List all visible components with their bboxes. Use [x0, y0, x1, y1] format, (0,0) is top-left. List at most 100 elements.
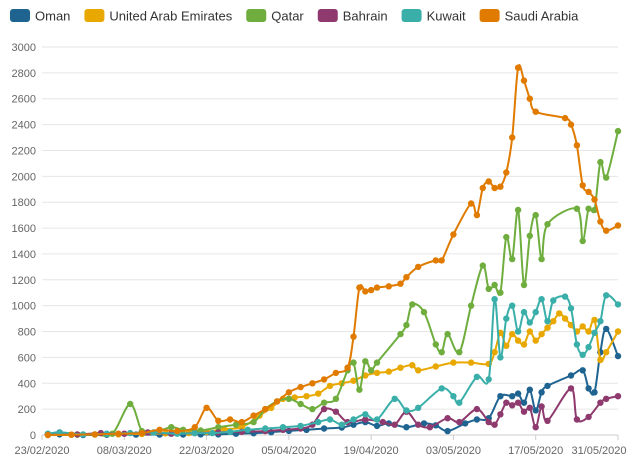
data-point[interactable] [503, 169, 510, 176]
data-point[interactable] [362, 288, 369, 295]
data-point[interactable] [526, 404, 533, 411]
data-point[interactable] [585, 343, 592, 351]
data-point[interactable] [138, 429, 146, 437]
data-point[interactable] [297, 383, 304, 391]
data-point[interactable] [456, 418, 463, 426]
data-point[interactable] [403, 321, 410, 329]
data-point[interactable] [603, 325, 610, 333]
data-point[interactable] [373, 422, 381, 430]
data-point[interactable] [591, 389, 598, 396]
data-point[interactable] [514, 399, 522, 406]
data-point[interactable] [579, 323, 586, 330]
data-point[interactable] [479, 262, 486, 269]
data-point[interactable] [262, 425, 269, 432]
data-point[interactable] [320, 425, 328, 432]
data-point[interactable] [403, 274, 410, 281]
data-point[interactable] [514, 337, 522, 344]
data-point[interactable] [279, 424, 287, 431]
data-point[interactable] [503, 342, 510, 349]
data-point[interactable] [550, 318, 557, 325]
data-point[interactable] [503, 399, 510, 406]
data-point[interactable] [579, 367, 586, 374]
data-point[interactable] [491, 349, 498, 356]
data-point[interactable] [391, 395, 398, 402]
data-point[interactable] [467, 359, 475, 366]
data-point[interactable] [320, 399, 328, 406]
data-point[interactable] [174, 427, 181, 435]
data-point[interactable] [514, 64, 522, 71]
data-point[interactable] [532, 308, 539, 316]
data-point[interactable] [573, 205, 581, 212]
data-point[interactable] [485, 178, 492, 185]
data-point[interactable] [356, 284, 363, 291]
data-point[interactable] [397, 330, 404, 338]
data-point[interactable] [309, 405, 316, 413]
data-point[interactable] [597, 318, 604, 325]
data-point[interactable] [520, 308, 528, 316]
data-point[interactable] [561, 114, 569, 122]
data-point[interactable] [444, 427, 451, 435]
data-point[interactable] [203, 404, 210, 411]
data-point[interactable] [520, 399, 528, 406]
data-point[interactable] [603, 227, 610, 234]
data-point[interactable] [497, 411, 504, 418]
data-point[interactable] [573, 341, 581, 348]
legend-item-kuwait[interactable]: Kuwait [401, 9, 466, 24]
data-point[interactable] [491, 184, 498, 192]
data-point[interactable] [332, 408, 340, 415]
data-point[interactable] [373, 369, 381, 377]
data-point[interactable] [409, 362, 416, 369]
data-point[interactable] [415, 404, 422, 411]
data-point[interactable] [456, 399, 463, 406]
data-point[interactable] [191, 424, 198, 431]
data-point[interactable] [209, 429, 216, 437]
data-point[interactable] [385, 368, 392, 375]
data-point[interactable] [91, 431, 99, 438]
data-point[interactable] [297, 422, 304, 430]
data-point[interactable] [450, 231, 457, 238]
data-point[interactable] [538, 389, 545, 396]
data-point[interactable] [450, 359, 457, 366]
data-point[interactable] [526, 232, 533, 239]
data-point[interactable] [68, 431, 75, 438]
data-point[interactable] [403, 424, 410, 431]
data-point[interactable] [573, 416, 581, 423]
data-point[interactable] [603, 395, 610, 402]
data-point[interactable] [415, 367, 422, 374]
legend-item-qatar[interactable]: Qatar [246, 9, 304, 24]
data-point[interactable] [344, 364, 351, 371]
data-point[interactable] [373, 416, 381, 423]
data-point[interactable] [497, 393, 504, 400]
data-point[interactable] [585, 328, 592, 335]
data-point[interactable] [520, 341, 528, 348]
data-point[interactable] [509, 302, 516, 309]
data-point[interactable] [614, 127, 622, 135]
data-point[interactable] [526, 319, 533, 326]
data-point[interactable] [332, 369, 340, 377]
data-point[interactable] [532, 407, 539, 414]
data-point[interactable] [514, 206, 522, 214]
data-point[interactable] [320, 376, 328, 383]
data-point[interactable] [567, 121, 575, 128]
data-point[interactable] [491, 281, 498, 289]
data-point[interactable] [438, 385, 445, 392]
data-point[interactable] [579, 182, 586, 189]
data-point[interactable] [591, 196, 598, 203]
data-point[interactable] [614, 222, 622, 229]
data-point[interactable] [614, 393, 622, 400]
data-point[interactable] [262, 405, 269, 413]
data-point[interactable] [473, 211, 481, 219]
data-point[interactable] [526, 95, 533, 102]
data-point[interactable] [432, 363, 439, 370]
data-point[interactable] [397, 280, 404, 287]
data-point[interactable] [485, 418, 492, 426]
data-point[interactable] [597, 218, 604, 225]
data-point[interactable] [579, 237, 586, 245]
data-point[interactable] [285, 389, 293, 396]
data-point[interactable] [520, 77, 528, 84]
data-point[interactable] [473, 416, 481, 423]
data-point[interactable] [514, 328, 522, 335]
data-point[interactable] [338, 421, 345, 428]
data-point[interactable] [603, 349, 610, 356]
data-point[interactable] [520, 408, 528, 415]
